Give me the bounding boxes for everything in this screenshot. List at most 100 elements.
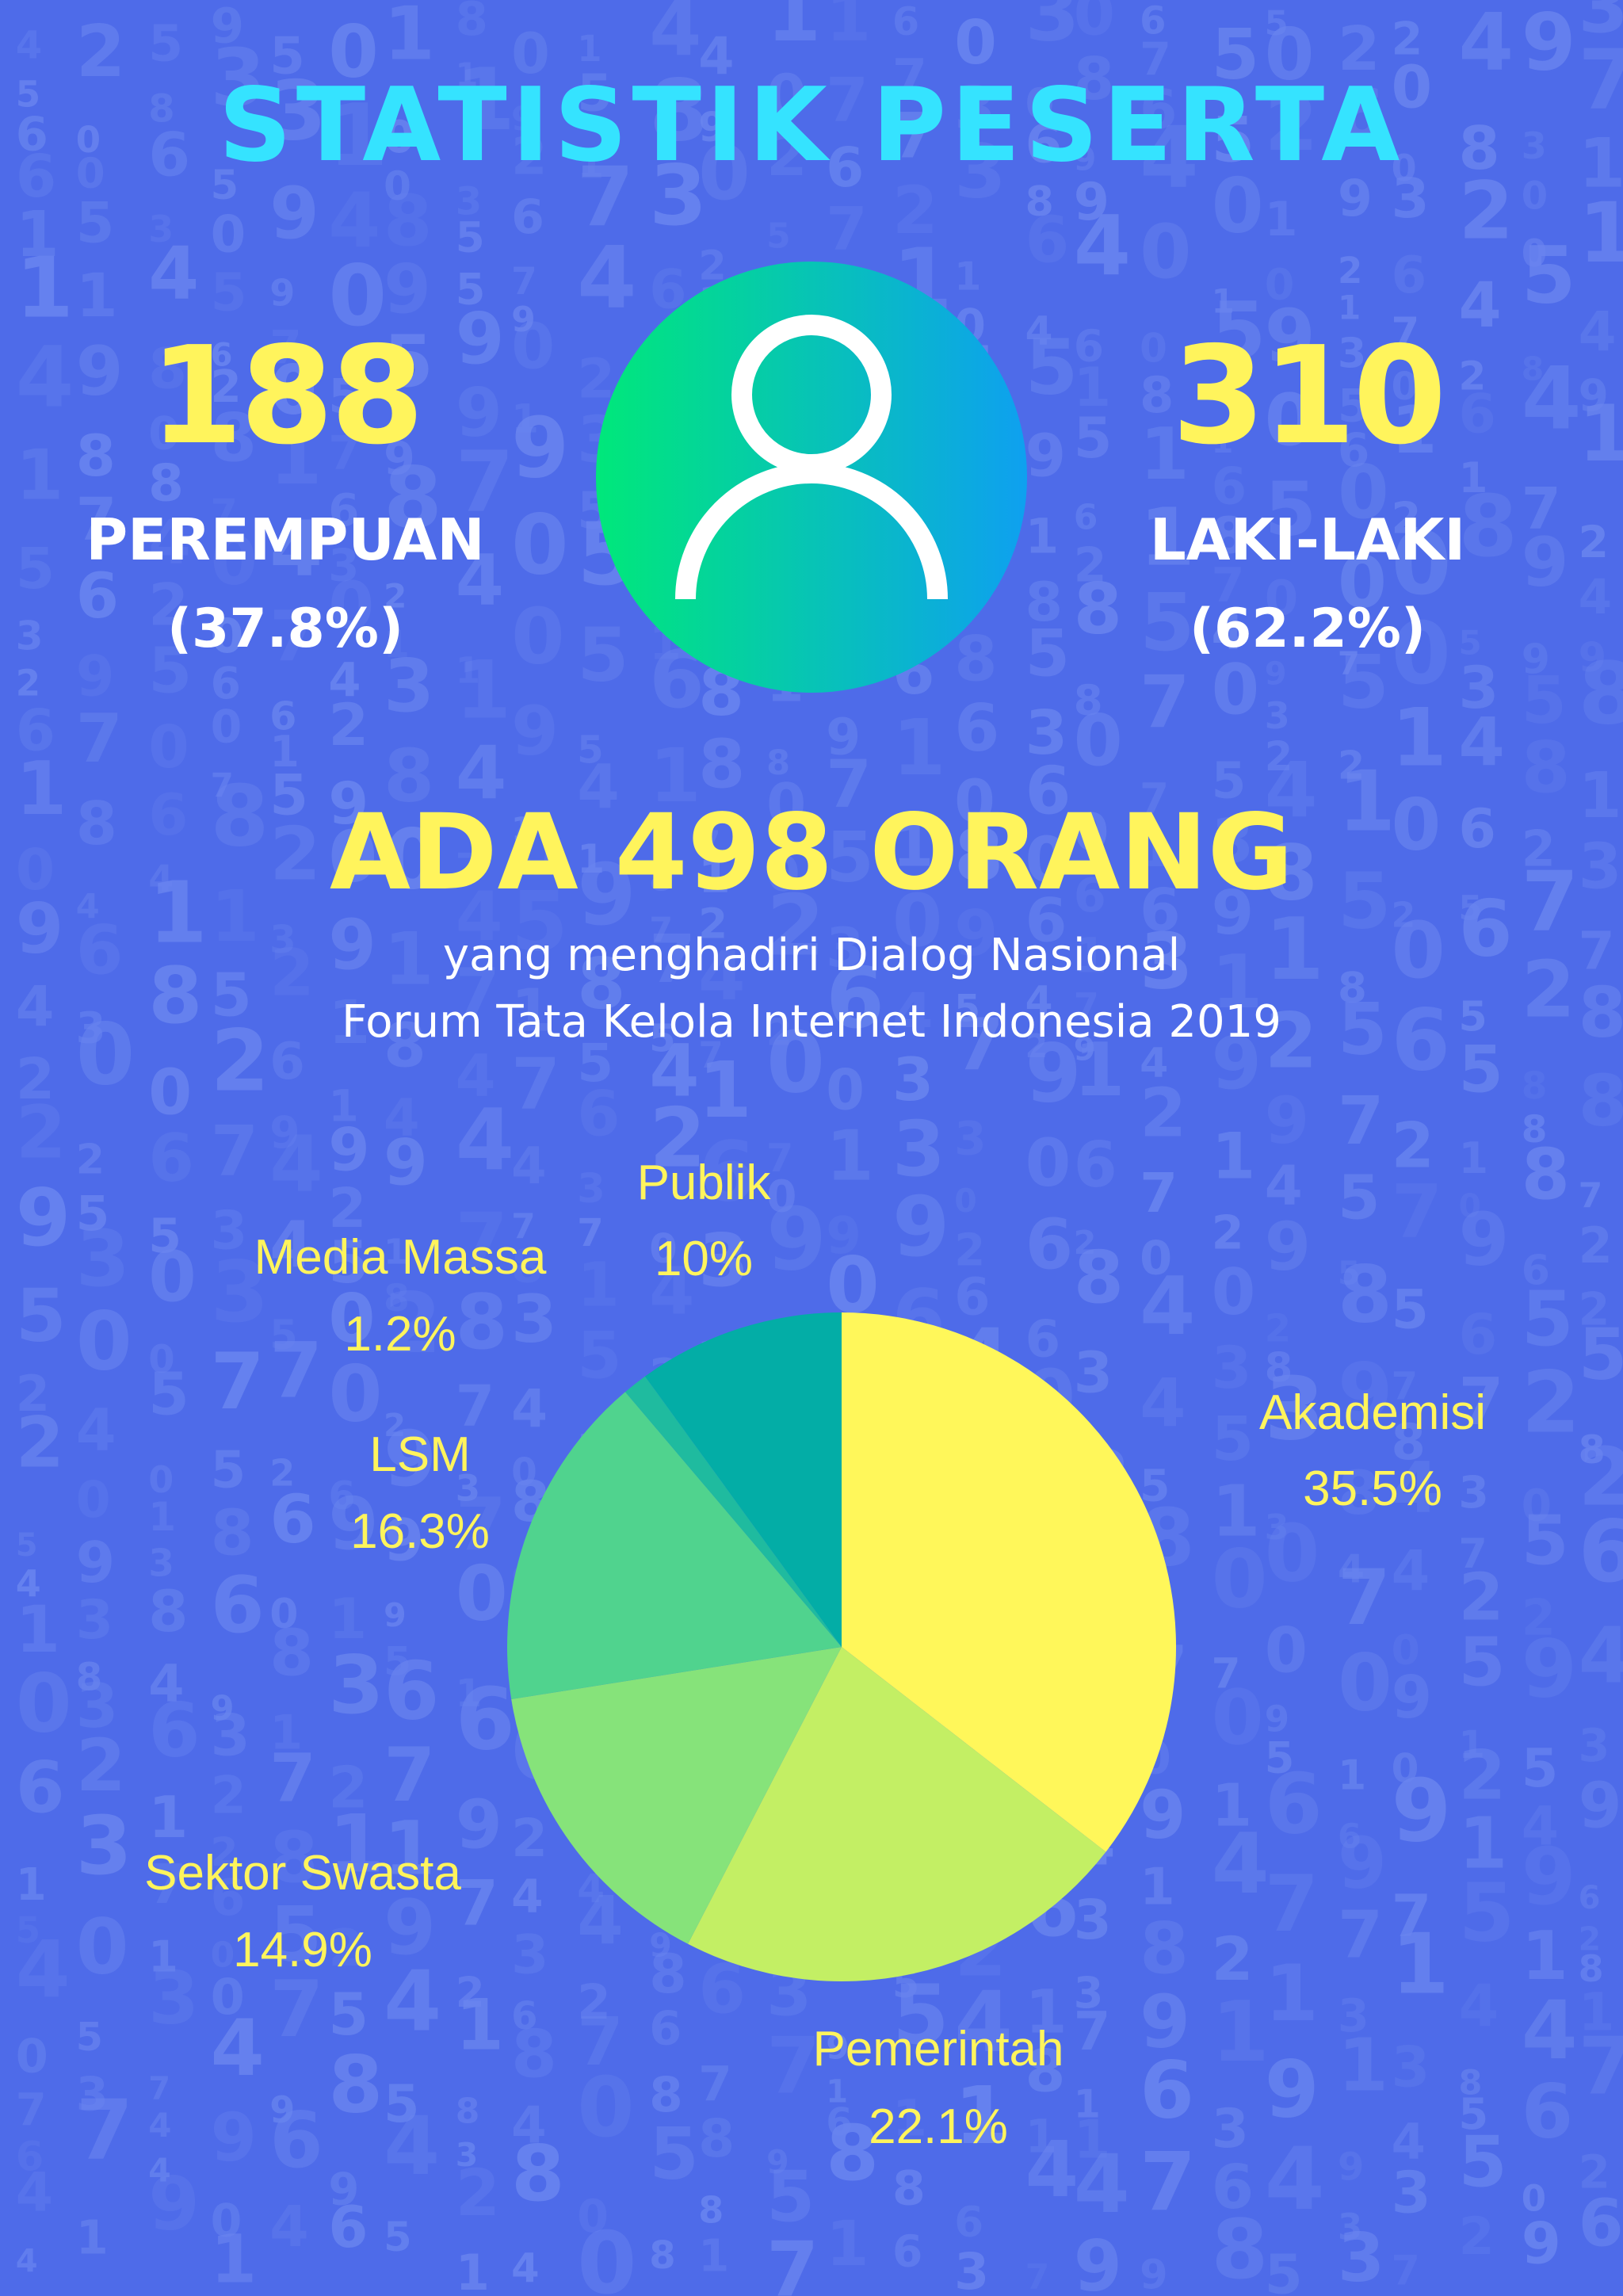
svg-text:3: 3 — [1074, 1339, 1113, 1405]
svg-text:2: 2 — [328, 1177, 366, 1240]
svg-text:9: 9 — [1522, 1832, 1576, 1923]
svg-text:7: 7 — [1579, 2020, 1623, 2113]
svg-text:6: 6 — [1140, 2046, 1194, 2137]
svg-text:7: 7 — [456, 434, 514, 531]
svg-text:7: 7 — [384, 1733, 435, 1819]
svg-text:2: 2 — [1074, 1224, 1097, 1262]
svg-text:5: 5 — [1025, 617, 1070, 692]
svg-text:6: 6 — [954, 1268, 990, 1328]
svg-text:0: 0 — [511, 805, 563, 892]
svg-text:3: 3 — [328, 540, 359, 591]
svg-text:6: 6 — [1579, 1880, 1601, 1916]
svg-text:4: 4 — [892, 981, 934, 1049]
svg-text:1: 1 — [456, 2244, 490, 2296]
svg-text:8: 8 — [826, 2109, 879, 2198]
svg-text:8: 8 — [384, 1010, 426, 1081]
svg-text:3: 3 — [954, 2243, 989, 2296]
svg-text:0: 0 — [511, 21, 550, 86]
svg-text:2: 2 — [148, 571, 189, 639]
svg-text:1: 1 — [1459, 1801, 1508, 1884]
svg-text:1: 1 — [826, 2074, 848, 2111]
svg-text:2: 2 — [269, 937, 314, 1011]
svg-text:8: 8 — [76, 422, 116, 489]
male-percent: (62.2%) — [1189, 598, 1426, 660]
svg-text:6: 6 — [1459, 1302, 1498, 1367]
svg-text:6: 6 — [1338, 1817, 1361, 1857]
svg-text:3: 3 — [1212, 2098, 1249, 2160]
svg-text:1: 1 — [384, 1805, 435, 1892]
svg-text:5: 5 — [954, 987, 980, 1030]
svg-text:4: 4 — [1459, 270, 1502, 342]
svg-text:9: 9 — [698, 105, 727, 151]
svg-text:9: 9 — [269, 271, 295, 314]
svg-text:4: 4 — [456, 1043, 496, 1110]
svg-text:9: 9 — [76, 644, 115, 709]
svg-text:2: 2 — [1338, 250, 1362, 292]
svg-text:1: 1 — [384, 918, 433, 1001]
svg-text:2: 2 — [16, 1365, 50, 1423]
svg-text:3: 3 — [1392, 167, 1430, 231]
svg-text:3: 3 — [1522, 124, 1547, 167]
svg-text:0: 0 — [1265, 379, 1315, 462]
svg-text:2: 2 — [328, 1920, 364, 1978]
svg-text:4: 4 — [1212, 606, 1245, 661]
svg-text:7: 7 — [16, 2084, 47, 2136]
svg-text:9: 9 — [1579, 1770, 1622, 1843]
svg-text:1: 1 — [1212, 1984, 1270, 2080]
svg-text:8: 8 — [1579, 644, 1623, 743]
svg-text:2: 2 — [1338, 743, 1365, 789]
svg-text:1: 1 — [1579, 124, 1623, 204]
svg-text:5: 5 — [269, 27, 305, 86]
svg-text:1: 1 — [384, 1232, 408, 1273]
svg-text:0: 0 — [269, 351, 317, 430]
svg-text:6: 6 — [148, 1688, 200, 1775]
svg-text:9: 9 — [826, 2027, 849, 2066]
svg-text:5: 5 — [577, 65, 613, 124]
svg-text:7: 7 — [511, 1043, 560, 1125]
svg-text:3: 3 — [954, 1112, 986, 1166]
svg-text:0: 0 — [1392, 365, 1418, 409]
svg-text:7: 7 — [1392, 309, 1420, 356]
svg-text:1: 1 — [269, 415, 322, 502]
pie-slice-akademisi — [842, 1312, 1177, 1852]
svg-text:1: 1 — [1074, 928, 1107, 984]
svg-text:3: 3 — [577, 1166, 605, 1213]
svg-text:0: 0 — [1140, 1231, 1172, 1286]
svg-text:6: 6 — [328, 1473, 355, 1519]
svg-text:0: 0 — [1140, 209, 1191, 296]
svg-text:1: 1 — [456, 51, 515, 150]
svg-text:4: 4 — [511, 1137, 547, 1196]
svg-text:6: 6 — [16, 107, 48, 162]
svg-text:2: 2 — [1579, 1284, 1610, 1336]
svg-text:4: 4 — [649, 1255, 694, 1330]
svg-text:7: 7 — [211, 766, 234, 805]
svg-text:0: 0 — [1522, 232, 1548, 276]
svg-text:1: 1 — [1392, 1916, 1449, 2012]
svg-text:5: 5 — [577, 728, 603, 772]
svg-text:0: 0 — [1025, 825, 1068, 896]
svg-text:2: 2 — [16, 1402, 64, 1484]
svg-text:5: 5 — [766, 2156, 815, 2237]
svg-text:1: 1 — [1338, 288, 1361, 327]
svg-text:9: 9 — [511, 692, 559, 771]
svg-text:3: 3 — [1392, 2159, 1431, 2225]
svg-text:1: 1 — [16, 435, 64, 516]
svg-text:6: 6 — [826, 2100, 852, 2145]
svg-text:5: 5 — [328, 369, 361, 424]
svg-text:8: 8 — [148, 1578, 188, 1645]
svg-text:3: 3 — [211, 1200, 248, 1262]
svg-text:0: 0 — [1265, 571, 1298, 627]
svg-text:3: 3 — [269, 918, 296, 962]
svg-text:5: 5 — [1265, 466, 1316, 552]
male-label: LAKI-LAKI — [1149, 506, 1466, 573]
svg-text:7: 7 — [1522, 476, 1561, 542]
svg-text:0: 0 — [511, 1451, 537, 1495]
svg-text:3: 3 — [1265, 1359, 1325, 1460]
svg-text:7: 7 — [1392, 2247, 1420, 2294]
svg-text:7: 7 — [269, 596, 318, 677]
svg-text:4: 4 — [456, 877, 503, 957]
svg-text:4: 4 — [456, 1091, 514, 1190]
svg-text:1: 1 — [577, 143, 604, 188]
svg-text:4: 4 — [511, 2245, 540, 2292]
svg-text:9: 9 — [76, 1530, 115, 1595]
